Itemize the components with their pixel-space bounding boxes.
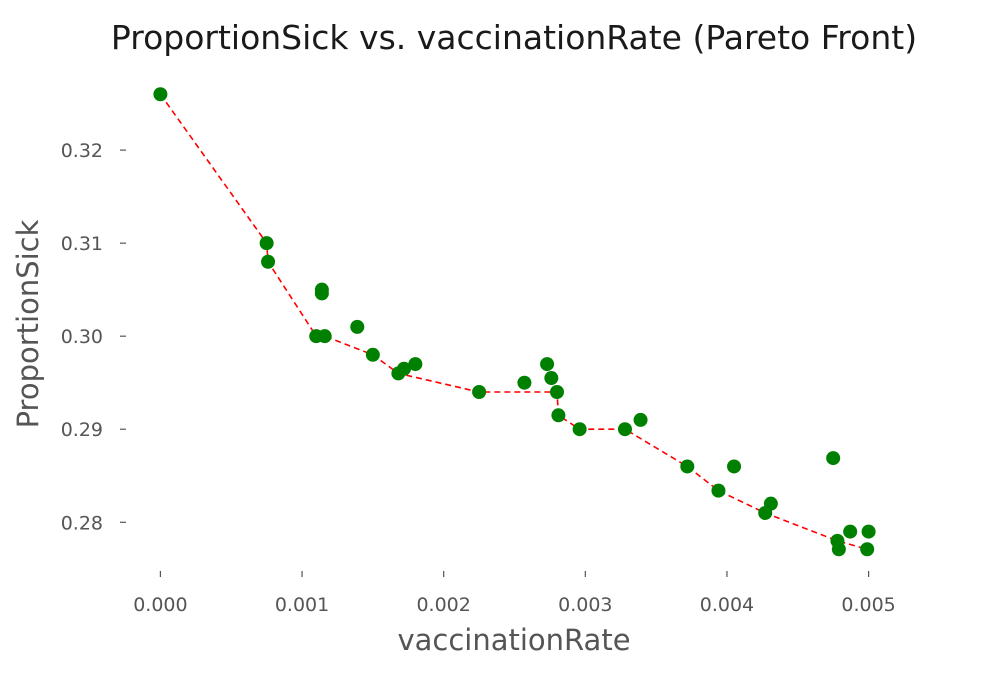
data-point: [408, 357, 423, 372]
data-point: [259, 236, 274, 251]
data-point: [397, 361, 412, 376]
data-point: [680, 459, 695, 474]
data-point: [711, 483, 726, 498]
y-tick-label: 0.28: [61, 512, 103, 534]
pareto-front-line-group: [159, 93, 868, 551]
x-axis-label: vaccinationRate: [397, 623, 630, 657]
x-tick-label: 0.005: [841, 594, 895, 616]
pareto-front-line: [159, 93, 868, 551]
data-point: [153, 87, 168, 102]
data-point: [860, 542, 875, 557]
data-point: [727, 459, 742, 474]
x-tick-label: 0.002: [416, 594, 470, 616]
data-point: [472, 385, 487, 400]
data-point: [365, 347, 380, 362]
data-point: [572, 422, 587, 437]
data-point: [314, 286, 329, 301]
y-axis: 0.28 0.29 0.30 0.31 0.32: [61, 140, 126, 534]
x-tick-label: 0.004: [700, 594, 754, 616]
x-tick-label: 0.000: [133, 594, 187, 616]
x-tick-label: 0.001: [275, 594, 329, 616]
data-points: [153, 87, 876, 557]
data-point: [549, 385, 564, 400]
y-tick-label: 0.32: [61, 140, 103, 162]
y-axis-label: ProportionSick: [11, 219, 45, 428]
data-point: [617, 422, 632, 437]
data-point: [843, 524, 858, 539]
y-tick-label: 0.31: [61, 233, 103, 255]
data-point: [261, 254, 276, 269]
data-point: [551, 408, 566, 423]
chart-title: ProportionSick vs. vaccinationRate (Pare…: [111, 18, 917, 57]
x-tick-label: 0.003: [558, 594, 612, 616]
y-tick-label: 0.30: [61, 326, 103, 348]
data-point: [317, 329, 332, 344]
data-point: [540, 357, 555, 372]
data-point: [633, 412, 648, 427]
data-point: [831, 542, 846, 557]
data-point: [350, 319, 365, 334]
data-point: [517, 375, 532, 390]
data-point: [861, 524, 876, 539]
data-point: [544, 371, 559, 386]
data-point: [763, 496, 778, 511]
y-tick-label: 0.29: [61, 419, 103, 441]
data-point: [826, 451, 841, 466]
x-axis: 0.000 0.001 0.002 0.003 0.004 0.005: [133, 571, 896, 616]
